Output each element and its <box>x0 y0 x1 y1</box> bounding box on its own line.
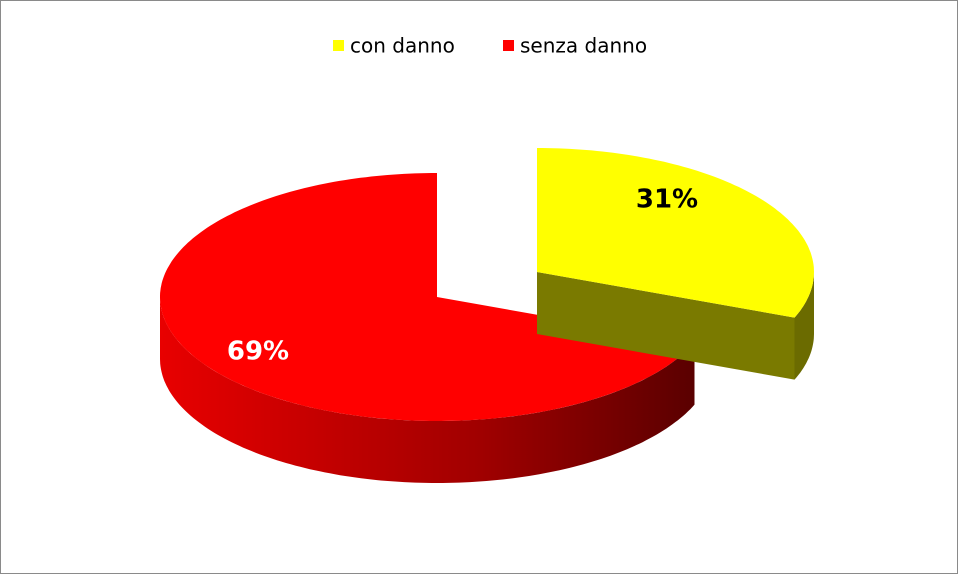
data-label: 69% <box>227 337 289 367</box>
data-label: 31% <box>636 185 698 215</box>
legend-label: senza danno <box>520 34 647 58</box>
slice <box>160 173 695 421</box>
slice-side <box>794 272 814 380</box>
slice <box>537 148 814 318</box>
slice-side <box>160 297 695 483</box>
legend-swatch <box>503 40 514 51</box>
legend-label: con danno <box>350 34 455 58</box>
slice-side <box>537 272 795 380</box>
legend-swatch <box>333 40 344 51</box>
